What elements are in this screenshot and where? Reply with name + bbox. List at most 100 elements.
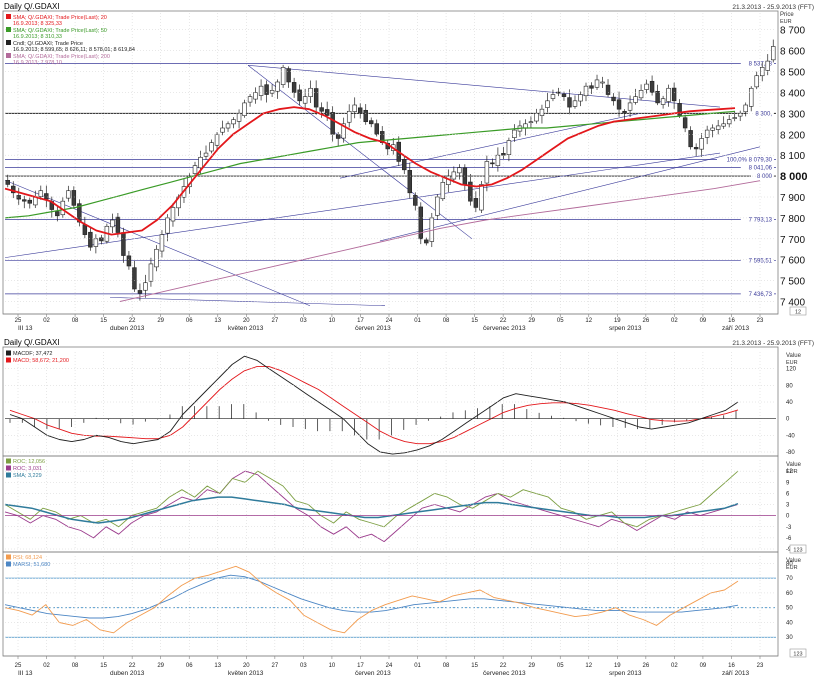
candle-body (209, 142, 214, 152)
candle-body (660, 98, 666, 105)
rsi-tick-label: 60 (786, 591, 793, 597)
candle-body (760, 67, 765, 77)
candle-body (567, 97, 572, 108)
roc-sma-line (4, 496, 739, 524)
time-day-label: 24 (386, 663, 393, 669)
time-day-label: 22 (129, 318, 136, 324)
candle-body (638, 90, 644, 99)
price-level-label: 100,0% 8 079,30 (727, 158, 773, 164)
price-tick-label: 7 400 (780, 298, 805, 309)
candle-body (253, 92, 258, 100)
candle-body (594, 79, 600, 88)
price-level-label: 7 436,73 (749, 292, 773, 298)
time-day-label: 24 (386, 318, 393, 324)
candle-body (644, 83, 649, 90)
candle-body (435, 196, 440, 216)
candle-body (402, 159, 407, 171)
candle-body (247, 96, 253, 103)
candle-body (99, 237, 104, 242)
candle-body (616, 99, 622, 110)
marsi-line (4, 574, 739, 619)
candle-body (737, 113, 743, 117)
price-level-label: 8 000 (757, 174, 773, 180)
time-day-label: 23 (757, 318, 764, 324)
price-axis-title: Price (780, 12, 794, 18)
macd-axis-unit: EUR (786, 360, 798, 366)
price-scale-box[interactable] (789, 306, 807, 316)
rsi-axis-unit: EUR (786, 565, 798, 571)
legend-entry: MACDF; 37,472 (13, 351, 52, 357)
candle-body (440, 182, 446, 200)
roc-line-2 (4, 470, 739, 543)
price-tick-label: 8 500 (780, 68, 805, 79)
candle-body (550, 94, 556, 99)
candle-body (357, 107, 363, 114)
candle-body (589, 85, 594, 89)
candle-body (22, 199, 27, 202)
candle-body (165, 217, 170, 234)
time-month-label: září 2013 (722, 670, 749, 677)
candle-body (313, 88, 319, 108)
time-day-label: 15 (471, 318, 478, 324)
roc-tick-label: 6 (786, 491, 790, 497)
rsi-tick-label: 70 (786, 576, 793, 582)
legend-swatch (6, 472, 11, 478)
time-month-label: srpen 2013 (609, 670, 642, 677)
time-day-label: 19 (614, 318, 621, 324)
time-day-label: 03 (300, 663, 307, 669)
price-tick-label: 8 700 (780, 26, 805, 37)
legend-line1: SMA; Q/.GDAXI; Trade Price(Last); 200 (13, 54, 110, 60)
time-day-label: 03 (300, 318, 307, 324)
time-month-label: III 13 (18, 670, 33, 677)
price-level-label: 7 595,51 (749, 259, 773, 265)
sma20-line (4, 106, 736, 236)
candle-body (413, 195, 418, 206)
candle-body (280, 67, 286, 85)
rsi-scale-box[interactable] (789, 648, 807, 658)
time-day-label: 22 (500, 663, 507, 669)
price-panel[interactable]: 8 537,78 8 300, 100,0% 8 079,30 8 041,06 8 0… (2, 10, 808, 316)
legend-line1: SMA; Q/.GDAXI; Trade Price(Last); 20 (13, 15, 107, 21)
candle-body (715, 125, 721, 130)
price-tick-label: 8 100 (780, 151, 805, 162)
candle-body (82, 224, 88, 235)
price-axis-unit: EUR (780, 19, 792, 25)
macd-panel[interactable]: 120 80 40 0 -40 -80 Value EUR MACDF; 37,472MA… (2, 346, 802, 457)
candle-body (457, 167, 462, 174)
candle-body (451, 171, 457, 180)
candle-body (264, 84, 269, 95)
price-tick-label: 8 000 (780, 171, 808, 183)
time-day-label: 20 (243, 318, 250, 324)
candle-body (368, 120, 374, 125)
price-level-label-bg (740, 289, 774, 298)
macd-axis-title: Value (786, 353, 802, 359)
rsi-axis-title: Value (786, 558, 802, 564)
candle-body (693, 147, 699, 150)
candle-body (484, 161, 490, 184)
roc-scale-box[interactable] (789, 544, 807, 554)
rsi-panel[interactable]: 80 70 60 50 40 30 Value EUR RSI; 68,124MARSI;… (2, 551, 807, 658)
time-day-label: 12 (585, 318, 592, 324)
candle-body (418, 206, 424, 240)
legend-entry: ROC; 3,031 (13, 466, 42, 472)
time-day-label: 26 (643, 318, 650, 324)
time-day-label: 16 (728, 318, 735, 324)
price-level-label-bg (747, 108, 774, 117)
time-day-label: 09 (700, 663, 707, 669)
candle-body (330, 112, 335, 135)
time-day-label: 01 (414, 318, 421, 324)
legend-line2: 16.9.2013; 7 978,10 (13, 60, 62, 66)
price-panel-title: Daily Q/.GDAXI (4, 2, 60, 11)
time-day-label: 08 (443, 663, 450, 669)
legend-entry: MACD; 58,672; 21,200 (13, 358, 69, 364)
price-level-label-bg (740, 59, 774, 68)
candle-body (627, 102, 633, 111)
candle-body (341, 123, 346, 139)
legend-entry: SMA; 3,229 (13, 473, 42, 479)
time-day-label: 15 (100, 318, 107, 324)
price-tick-label: 7 900 (780, 193, 805, 204)
candle-body (512, 129, 517, 138)
